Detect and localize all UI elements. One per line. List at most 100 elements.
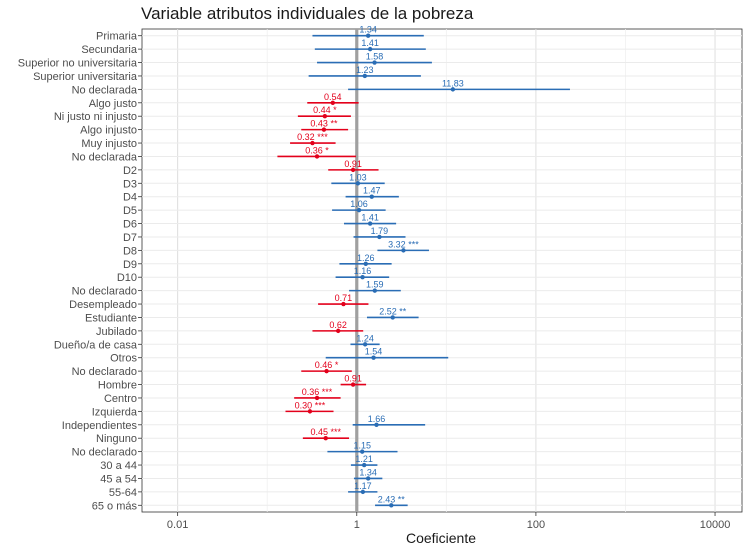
data-label: 1.23 bbox=[356, 65, 374, 75]
estimate-point bbox=[390, 315, 395, 320]
estimate-point bbox=[365, 476, 371, 481]
y-tick-label: D7 bbox=[123, 232, 137, 244]
y-tick-label: Izquierda bbox=[92, 406, 138, 418]
y-tick-label: 45 a 54 bbox=[100, 473, 137, 485]
x-axis-title: Coeficiente bbox=[406, 530, 476, 546]
y-tick-label: Primaria bbox=[96, 31, 138, 43]
chart-title: Variable atributos individuales de la po… bbox=[141, 4, 474, 23]
data-label: 0.91 bbox=[344, 374, 362, 384]
data-label: 0.32 *** bbox=[297, 132, 328, 142]
data-label: 1.17 bbox=[354, 481, 372, 491]
y-tick-label: 65 o más bbox=[92, 500, 138, 512]
y-tick-label: Ninguno bbox=[96, 433, 137, 445]
estimate-point bbox=[350, 167, 356, 173]
y-tick-label: No declarada bbox=[72, 151, 138, 163]
y-tick-label: No declarado bbox=[72, 286, 137, 298]
y-tick-label: Superior universitaria bbox=[33, 71, 138, 83]
estimate-point bbox=[450, 87, 456, 92]
y-tick-label: No declarado bbox=[72, 366, 137, 378]
estimate-point bbox=[369, 194, 374, 199]
estimate-point bbox=[360, 449, 365, 454]
estimate-point bbox=[363, 261, 368, 266]
data-label: 0.54 bbox=[324, 92, 342, 102]
grid-layer bbox=[142, 29, 742, 512]
data-label: 1.03 bbox=[349, 172, 367, 182]
data-label: 1.21 bbox=[355, 454, 373, 464]
estimate-point bbox=[355, 181, 361, 186]
x-tick-label: 100 bbox=[527, 519, 545, 531]
y-tick-label: Centro bbox=[104, 393, 137, 405]
y-tick-label: Algo justo bbox=[89, 98, 137, 110]
data-label: 0.45 *** bbox=[310, 427, 341, 437]
estimate-point bbox=[310, 140, 315, 146]
estimate-point bbox=[377, 234, 382, 240]
data-label: 2.52 ** bbox=[379, 306, 407, 316]
estimate-point bbox=[314, 154, 320, 159]
data-label: 1.34 bbox=[359, 25, 377, 35]
data-label: 0.46 * bbox=[315, 360, 339, 370]
y-tick-label: D6 bbox=[123, 219, 137, 231]
plot-panel bbox=[141, 28, 743, 513]
data-label: 1.06 bbox=[350, 199, 368, 209]
y-tick-label: Dueño/a de casa bbox=[54, 339, 138, 351]
y-tick-label: 55-64 bbox=[109, 487, 137, 499]
y-tick-label: D8 bbox=[123, 245, 137, 257]
data-label: 0.44 * bbox=[313, 105, 337, 115]
data-label: 0.30 *** bbox=[295, 400, 326, 410]
y-tick-label: 30 a 44 bbox=[100, 460, 137, 472]
y-tick-label: Independientes bbox=[62, 420, 138, 432]
estimate-point bbox=[361, 462, 367, 468]
data-label: 1.26 bbox=[357, 253, 375, 263]
y-tick-label: Desempleado bbox=[69, 299, 137, 311]
data-label: 0.71 bbox=[335, 293, 353, 303]
estimate-point bbox=[307, 409, 313, 414]
data-label: 1.59 bbox=[366, 280, 384, 290]
estimate-point bbox=[321, 127, 327, 132]
y-tick-label: No declarado bbox=[72, 447, 137, 459]
data-label: 1.16 bbox=[354, 266, 372, 276]
data-label: 1.34 bbox=[359, 467, 377, 477]
estimate-point bbox=[335, 328, 341, 334]
data-label: 0.91 bbox=[344, 159, 362, 169]
y-tick-label: Muy injusto bbox=[81, 138, 137, 150]
estimate-point bbox=[367, 46, 373, 52]
estimate-point bbox=[362, 73, 368, 79]
estimate-point bbox=[322, 114, 328, 119]
data-label: 1.66 bbox=[368, 414, 386, 424]
data-label: 0.43 ** bbox=[310, 119, 338, 129]
y-tick-label: D10 bbox=[117, 272, 137, 284]
estimate-point bbox=[389, 503, 394, 508]
y-tick-label: Otros bbox=[110, 353, 137, 365]
data-label: 11.83 bbox=[442, 78, 464, 88]
y-tick-label: Superior no universitaria bbox=[18, 58, 138, 70]
data-label: 1.41 bbox=[361, 38, 379, 48]
y-tick-label: D3 bbox=[123, 178, 137, 190]
y-tick-label: Ni justo ni injusto bbox=[54, 111, 137, 123]
estimate-point bbox=[362, 342, 368, 347]
y-tick-label: Secundaria bbox=[81, 44, 138, 56]
estimate-point bbox=[360, 489, 366, 495]
estimate-point bbox=[324, 368, 329, 374]
x-tick-label: 0.01 bbox=[167, 519, 188, 531]
y-tick-label: D5 bbox=[123, 205, 137, 217]
data-label: 2.43 ** bbox=[378, 494, 406, 504]
data-label: 1.15 bbox=[353, 441, 371, 451]
y-tick-label: Jubilado bbox=[96, 326, 137, 338]
y-tick-label: Hombre bbox=[98, 380, 137, 392]
data-label: 1.47 bbox=[363, 186, 381, 196]
data-label: 3.32 *** bbox=[388, 239, 419, 249]
data-label: 1.24 bbox=[356, 333, 374, 343]
estimate-point bbox=[330, 100, 336, 105]
data-label: 1.41 bbox=[361, 213, 379, 223]
estimate-point bbox=[367, 221, 373, 226]
data-label: 0.36 *** bbox=[302, 387, 333, 397]
data-label: 1.54 bbox=[365, 347, 383, 357]
estimate-point bbox=[356, 207, 362, 213]
estimate-point bbox=[323, 436, 328, 441]
estimate-point bbox=[371, 355, 376, 360]
marks-layer: 1.34 1.41 1.58 1.23 11.83 0.54 0.44 * 0.43 ** 0.… bbox=[277, 25, 570, 508]
data-label: 0.62 bbox=[329, 320, 347, 330]
estimate-point bbox=[372, 60, 377, 65]
estimate-point bbox=[372, 288, 378, 293]
